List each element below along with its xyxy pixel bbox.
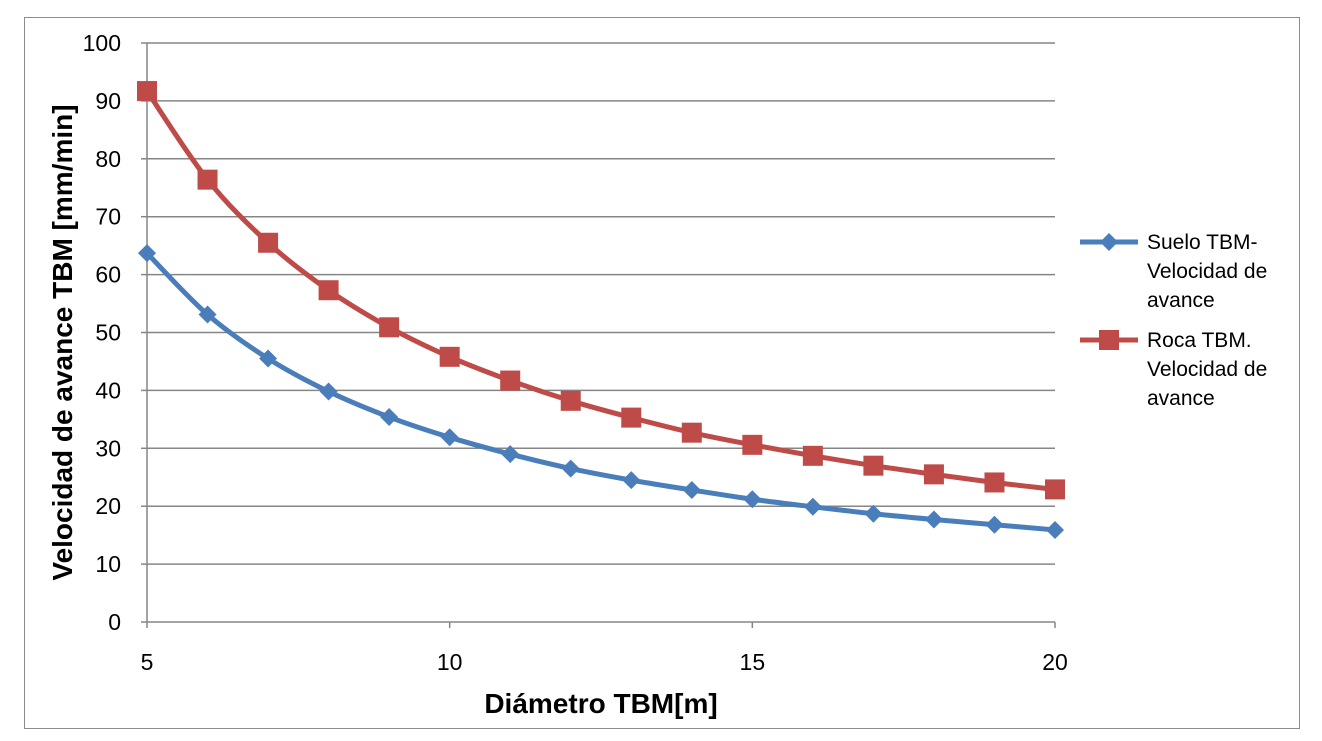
legend: Suelo TBM- Velocidad de avance Roca TBM. Vel… (1080, 231, 1267, 410)
data-point-0-19 (985, 515, 1004, 534)
data-point-1-16 (802, 445, 823, 466)
data-point-1-8 (318, 280, 339, 301)
data-point-1-6 (197, 169, 218, 190)
y-tick-label: 40 (95, 377, 121, 403)
legend-swatch-marker-1 (1099, 330, 1119, 350)
data-point-1-15 (742, 434, 763, 455)
plot-area (137, 81, 1065, 539)
data-point-0-6 (198, 305, 217, 324)
y-tick-label: 60 (95, 262, 121, 288)
data-point-1-10 (439, 346, 460, 367)
legend-label-line: Roca TBM. (1147, 329, 1252, 352)
data-point-1-11 (500, 370, 521, 391)
series-0 (138, 244, 1064, 539)
data-point-1-12 (560, 390, 581, 411)
series-line-1 (144, 89, 1056, 492)
series-line-0 (145, 251, 1056, 533)
data-point-1-7 (258, 232, 279, 253)
data-point-0-11 (501, 445, 520, 464)
chart-frame (24, 17, 1300, 729)
y-tick-label: 90 (95, 88, 121, 114)
legend-label-line: avance (1147, 387, 1215, 410)
gridlines (147, 42, 1055, 565)
data-point-1-13 (621, 407, 642, 428)
data-point-0-12 (561, 459, 580, 478)
y-tick-label: 80 (95, 146, 121, 172)
series-1 (137, 81, 1065, 500)
tick-labels: 0 10 20 30 40 50 60 70 80 90 100 5 10 15 20 (83, 30, 1068, 675)
data-point-0-20 (1046, 520, 1064, 539)
legend-label-line: Velocidad de (1147, 260, 1267, 283)
x-tick-label: 5 (141, 649, 154, 675)
data-point-0-8 (319, 382, 338, 401)
data-point-1-9 (379, 317, 400, 338)
data-point-0-10 (440, 428, 459, 447)
legend-swatch-marker-0 (1100, 233, 1118, 251)
data-point-0-9 (380, 408, 399, 427)
axes (141, 42, 1056, 628)
data-point-1-14 (681, 422, 702, 443)
data-point-1-17 (863, 455, 884, 476)
data-point-0-14 (682, 480, 701, 499)
x-tick-label: 10 (437, 649, 463, 675)
legend-entry-0: Suelo TBM- Velocidad de avance (1080, 231, 1267, 312)
y-tick-label: 30 (95, 435, 121, 461)
legend-label-line: Velocidad de (1147, 358, 1267, 381)
data-point-0-16 (803, 497, 822, 516)
x-axis-title: Diámetro TBM[m] (484, 688, 717, 719)
y-axis-title: Velocidad de avance TBM [mm/min] (47, 104, 78, 580)
data-point-0-18 (924, 510, 943, 529)
data-point-0-5 (138, 244, 156, 263)
legend-label-line: avance (1147, 289, 1215, 312)
y-tick-label: 70 (95, 204, 121, 230)
y-tick-label: 20 (95, 493, 121, 519)
data-point-0-17 (864, 504, 883, 523)
data-point-1-18 (923, 464, 944, 485)
y-tick-label: 10 (95, 551, 121, 577)
x-tick-label: 15 (740, 649, 766, 675)
y-tick-label: 50 (95, 320, 121, 346)
data-point-0-7 (259, 349, 278, 368)
data-point-1-19 (984, 472, 1005, 493)
legend-entry-1: Roca TBM. Velocidad de avance (1080, 329, 1267, 410)
x-tick-label: 20 (1042, 649, 1068, 675)
data-point-1-20 (1045, 479, 1065, 500)
y-tick-label: 100 (83, 30, 121, 56)
data-point-1-5 (137, 81, 157, 102)
data-point-0-13 (622, 471, 641, 490)
y-tick-label: 0 (108, 609, 121, 635)
legend-label-line: Suelo TBM- (1147, 231, 1258, 254)
data-point-0-15 (743, 490, 762, 509)
